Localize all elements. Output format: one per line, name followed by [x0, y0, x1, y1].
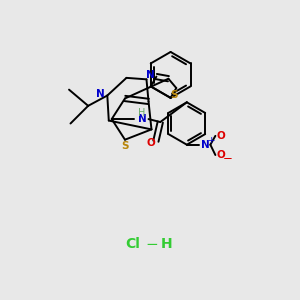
Text: S: S — [170, 89, 178, 100]
Text: +: + — [207, 136, 214, 145]
Text: N: N — [96, 89, 104, 99]
Text: −: − — [145, 237, 158, 252]
Text: N: N — [201, 140, 209, 150]
Text: H: H — [160, 237, 172, 251]
Text: O: O — [216, 150, 225, 160]
Text: −: − — [223, 152, 233, 165]
Text: S: S — [121, 141, 129, 151]
Text: O: O — [216, 131, 225, 141]
Text: Cl: Cl — [125, 237, 140, 251]
Text: H: H — [138, 108, 146, 118]
Text: O: O — [146, 138, 155, 148]
Text: N: N — [138, 114, 146, 124]
Text: N: N — [146, 70, 154, 80]
